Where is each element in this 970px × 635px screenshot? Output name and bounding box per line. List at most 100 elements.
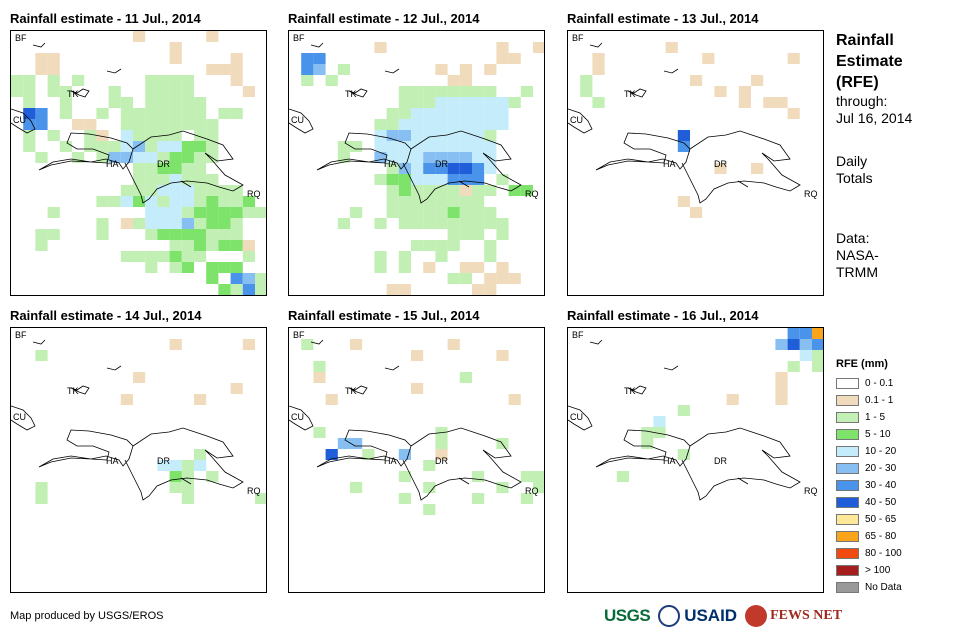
rainfall-cell	[411, 383, 424, 394]
rainfall-cell	[496, 42, 509, 53]
rainfall-cell	[447, 163, 460, 174]
rainfall-cell	[133, 372, 146, 383]
rainfall-cell	[218, 229, 231, 240]
legend-label: 50 - 65	[865, 514, 897, 525]
rainfall-cell	[133, 251, 146, 262]
rainfall-cell	[133, 108, 146, 119]
rainfall-cell	[301, 75, 314, 86]
rainfall-cell	[459, 75, 472, 86]
rainfall-cell	[496, 218, 509, 229]
legend-label: 10 - 20	[865, 446, 897, 457]
rainfall-cell	[47, 64, 60, 75]
rainfall-cell	[157, 141, 170, 152]
rainfall-cell	[775, 394, 788, 405]
rainfall-cell	[133, 130, 146, 141]
rainfall-cell	[169, 42, 182, 53]
rainfall-cell	[398, 196, 411, 207]
rainfall-cell	[459, 218, 472, 229]
rainfall-cell	[775, 97, 788, 108]
rainfall-cell	[472, 119, 485, 130]
rainfall-cell	[472, 152, 485, 163]
rainfall-cell	[362, 449, 375, 460]
rainfall-cell	[230, 284, 243, 295]
rainfall-cell	[398, 471, 411, 482]
label-cu: CU	[13, 115, 26, 125]
rainfall-cell	[484, 86, 497, 97]
legend-swatch	[836, 497, 859, 508]
rainfall-cell	[386, 152, 399, 163]
rainfall-cell	[230, 207, 243, 218]
coastline-outline	[11, 339, 244, 501]
rainfall-cell	[230, 273, 243, 284]
rainfall-cell	[194, 240, 207, 251]
rainfall-cell	[508, 97, 521, 108]
rainfall-cell	[47, 75, 60, 86]
rainfall-cell	[145, 163, 158, 174]
rainfall-cell	[592, 53, 605, 64]
rainfall-cell	[508, 273, 521, 284]
rainfall-cell	[169, 240, 182, 251]
through-date: Jul 16, 2014	[836, 110, 913, 126]
rainfall-cell	[447, 229, 460, 240]
rainfall-cell	[423, 262, 436, 273]
rainfall-cell	[169, 229, 182, 240]
rainfall-cell	[157, 218, 170, 229]
rainfall-cell	[133, 196, 146, 207]
legend-item: 65 - 80	[836, 528, 902, 545]
rainfall-cell	[496, 108, 509, 119]
rainfall-cell	[11, 75, 24, 86]
rainfall-cell	[230, 53, 243, 64]
rainfall-cell	[677, 405, 690, 416]
map-panel-11-jul: BF TK CU HA DR RQ	[10, 30, 267, 296]
rainfall-cell	[435, 438, 448, 449]
rainfall-cell	[447, 273, 460, 284]
rainfall-cell	[447, 218, 460, 229]
rainfall-cell	[206, 196, 219, 207]
rainfall-cell	[398, 119, 411, 130]
rainfall-cell	[145, 130, 158, 141]
rainfall-cell	[398, 152, 411, 163]
rainfall-cell	[484, 108, 497, 119]
rainfall-cell	[133, 119, 146, 130]
rainfall-cell	[169, 163, 182, 174]
rainfall-cell	[592, 64, 605, 75]
rainfall-cell	[459, 141, 472, 152]
rainfall-cell	[386, 163, 399, 174]
label-rq: RQ	[804, 189, 818, 199]
rainfall-cell	[423, 460, 436, 471]
label-bf: BF	[572, 33, 584, 43]
rainfall-cell	[230, 240, 243, 251]
rainfall-cell	[169, 174, 182, 185]
rainfall-cell	[157, 229, 170, 240]
rainfall-cell	[157, 152, 170, 163]
rainfall-cell	[435, 251, 448, 262]
rainfall-cell	[350, 438, 363, 449]
label-dr: DR	[435, 159, 448, 169]
rainfall-cell	[435, 97, 448, 108]
rainfall-cell	[787, 108, 800, 119]
rainfall-cell	[169, 218, 182, 229]
rainfall-cell	[386, 141, 399, 152]
rainfall-cell	[35, 64, 48, 75]
rainfall-cell	[423, 207, 436, 218]
rainfall-cell	[374, 152, 387, 163]
rainfall-cell	[435, 141, 448, 152]
rainfall-cell	[398, 284, 411, 295]
legend-label: 65 - 80	[865, 531, 897, 542]
rainfall-cell	[206, 240, 219, 251]
rainfall-cell	[350, 207, 363, 218]
fews-net-globe-icon	[745, 605, 768, 627]
label-ha: HA	[106, 159, 119, 169]
rainfall-cell	[169, 471, 182, 482]
rainfall-cell	[775, 383, 788, 394]
rainfall-cell	[374, 141, 387, 152]
rainfall-cell	[423, 174, 436, 185]
rainfall-cell	[35, 119, 48, 130]
rainfall-cell	[206, 141, 219, 152]
rainfall-cell	[459, 86, 472, 97]
rainfall-cell	[459, 229, 472, 240]
panel-title-12-jul: Rainfall estimate - 12 Jul., 2014	[288, 11, 480, 26]
rainfall-cell	[423, 97, 436, 108]
rainfall-cell	[459, 185, 472, 196]
rainfall-cell	[398, 141, 411, 152]
